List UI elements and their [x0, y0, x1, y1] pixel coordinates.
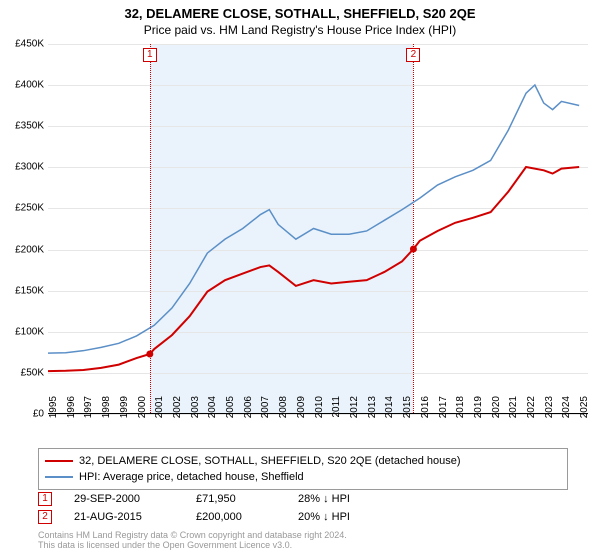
chart-subtitle: Price paid vs. HM Land Registry's House …	[0, 21, 600, 43]
marker-box: 1	[143, 48, 157, 62]
footer-attribution: Contains HM Land Registry data © Crown c…	[38, 530, 568, 551]
y-axis-tick: £350K	[4, 121, 44, 132]
y-axis-tick: £100K	[4, 326, 44, 337]
y-axis-tick: £400K	[4, 80, 44, 91]
x-axis-tick: 1995	[48, 396, 59, 424]
event-row-1: 1 29-SEP-2000 £71,950 28% ↓ HPI	[38, 490, 568, 508]
legend-item-property: 32, DELAMERE CLOSE, SOTHALL, SHEFFIELD, …	[45, 453, 561, 469]
y-axis-tick: £50K	[4, 367, 44, 378]
x-axis-tick: 2015	[402, 396, 413, 424]
legend-item-hpi: HPI: Average price, detached house, Shef…	[45, 469, 561, 485]
event-row-2: 2 21-AUG-2015 £200,000 20% ↓ HPI	[38, 508, 568, 526]
y-axis-tick: £300K	[4, 162, 44, 173]
x-axis-tick: 2008	[278, 396, 289, 424]
legend-label-property: 32, DELAMERE CLOSE, SOTHALL, SHEFFIELD, …	[79, 455, 461, 467]
x-axis-tick: 2002	[172, 396, 183, 424]
x-axis-tick: 2004	[207, 396, 218, 424]
chart-svg	[48, 44, 588, 413]
legend-swatch-property	[45, 460, 73, 462]
event-price-1: £71,950	[196, 493, 276, 505]
x-axis-tick: 1996	[66, 396, 77, 424]
y-axis-tick: £450K	[4, 39, 44, 50]
x-axis-tick: 2018	[455, 396, 466, 424]
y-axis-tick: £0	[4, 409, 44, 420]
marker-dot	[146, 351, 153, 358]
x-axis-tick: 1998	[101, 396, 112, 424]
event-delta-1: 28% ↓ HPI	[298, 493, 350, 505]
marker-box: 2	[406, 48, 420, 62]
series-line-hpi	[48, 85, 579, 353]
x-axis-tick: 2012	[349, 396, 360, 424]
marker-dot	[410, 246, 417, 253]
event-delta-2: 20% ↓ HPI	[298, 511, 350, 523]
event-date-2: 21-AUG-2015	[74, 511, 174, 523]
y-axis-tick: £200K	[4, 244, 44, 255]
x-axis-tick: 2009	[296, 396, 307, 424]
x-axis-tick: 2025	[579, 396, 590, 424]
x-axis-tick: 2023	[544, 396, 555, 424]
event-price-2: £200,000	[196, 511, 276, 523]
chart-legend: 32, DELAMERE CLOSE, SOTHALL, SHEFFIELD, …	[38, 448, 568, 490]
x-axis-tick: 2019	[473, 396, 484, 424]
footer-line-1: Contains HM Land Registry data © Crown c…	[38, 530, 568, 540]
event-date-1: 29-SEP-2000	[74, 493, 174, 505]
event-marker-2: 2	[38, 510, 52, 524]
x-axis-tick: 2014	[384, 396, 395, 424]
legend-swatch-hpi	[45, 476, 73, 478]
x-axis-tick: 2021	[508, 396, 519, 424]
event-marker-1: 1	[38, 492, 52, 506]
x-axis-tick: 2010	[314, 396, 325, 424]
x-axis-tick: 2011	[331, 396, 342, 424]
chart-title: 32, DELAMERE CLOSE, SOTHALL, SHEFFIELD, …	[0, 0, 600, 21]
x-axis-tick: 2013	[367, 396, 378, 424]
x-axis-tick: 2006	[243, 396, 254, 424]
x-axis-tick: 2016	[420, 396, 431, 424]
legend-label-hpi: HPI: Average price, detached house, Shef…	[79, 471, 304, 483]
x-axis-tick: 2017	[438, 396, 449, 424]
x-axis-tick: 2020	[491, 396, 502, 424]
footer-line-2: This data is licensed under the Open Gov…	[38, 540, 568, 550]
y-axis-tick: £150K	[4, 285, 44, 296]
x-axis-tick: 1999	[119, 396, 130, 424]
x-axis-tick: 1997	[83, 396, 94, 424]
x-axis-tick: 2003	[190, 396, 201, 424]
y-axis-tick: £250K	[4, 203, 44, 214]
x-axis-tick: 2007	[260, 396, 271, 424]
events-table: 1 29-SEP-2000 £71,950 28% ↓ HPI 2 21-AUG…	[38, 490, 568, 526]
x-axis-tick: 2024	[561, 396, 572, 424]
series-line-property	[48, 167, 579, 371]
x-axis-tick: 2001	[154, 396, 165, 424]
x-axis-tick: 2022	[526, 396, 537, 424]
chart-plot-area: £0£50K£100K£150K£200K£250K£300K£350K£400…	[48, 44, 588, 414]
x-axis-tick: 2005	[225, 396, 236, 424]
x-axis-tick: 2000	[137, 396, 148, 424]
